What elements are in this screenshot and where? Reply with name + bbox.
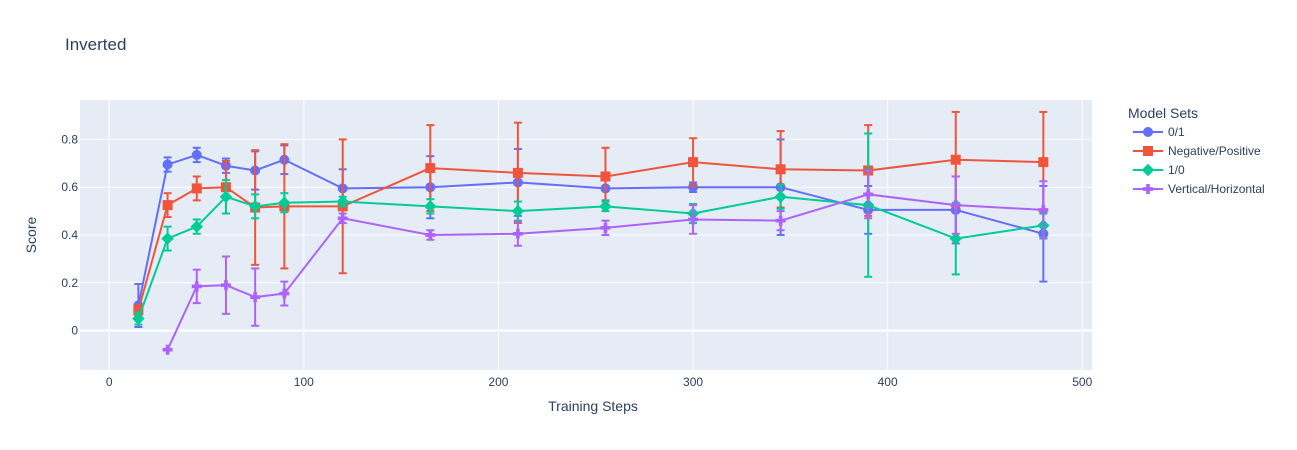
data-point (863, 189, 874, 200)
data-point (425, 230, 436, 240)
data-point (512, 167, 523, 178)
x-tick-label: 200 (488, 375, 508, 389)
y-axis-title: Score (23, 217, 39, 254)
legend-item[interactable]: Negative/Positive (1133, 144, 1261, 158)
series-line (166, 193, 1044, 351)
series-3 (162, 169, 1049, 355)
data-point (220, 280, 231, 291)
data-point (775, 164, 786, 175)
y-tick-label: 0 (71, 324, 78, 338)
data-point (950, 200, 961, 211)
y-axis-ticks: 0 0.2 0.4 0.6 0.8 (61, 132, 78, 337)
y-tick-label: 0.4 (61, 228, 78, 242)
x-tick-label: 500 (1072, 375, 1092, 389)
data-point (950, 154, 961, 165)
data-point (248, 200, 262, 213)
data-point (161, 232, 174, 245)
data-point (688, 182, 699, 193)
data-point (774, 190, 787, 203)
x-tick-label: 0 (106, 375, 113, 389)
legend-marker (1143, 146, 1153, 156)
x-tick-label: 300 (683, 375, 703, 389)
data-point (425, 163, 436, 174)
legend-item[interactable]: 1/0 (1133, 163, 1185, 177)
legend-title: Model Sets (1128, 105, 1198, 121)
data-point (599, 200, 612, 213)
data-point (949, 232, 962, 245)
legend-item[interactable]: 0/1 (1133, 125, 1185, 139)
data-point (190, 220, 203, 233)
data-point (162, 344, 173, 355)
x-axis-title: Training Steps (548, 398, 638, 414)
legend-label: 1/0 (1168, 163, 1185, 177)
data-point (250, 292, 261, 303)
data-point (162, 200, 173, 211)
data-point (133, 305, 144, 316)
x-tick-label: 100 (294, 375, 314, 389)
legend-item[interactable]: Vertical/Horizontal (1133, 182, 1265, 196)
legend-label: 0/1 (1168, 125, 1185, 139)
y-tick-label: 0.8 (61, 132, 78, 146)
legend-marker (1143, 127, 1153, 137)
legend-label: Negative/Positive (1168, 144, 1261, 158)
x-axis-ticks: 0 100 200 300 400 500 (106, 375, 1093, 389)
series-layer (132, 110, 1050, 355)
data-point (191, 149, 202, 160)
data-point (1038, 204, 1049, 215)
data-point (424, 200, 437, 213)
data-point (191, 183, 202, 194)
x-tick-label: 400 (878, 375, 898, 389)
data-point (1038, 157, 1049, 168)
data-point (600, 171, 611, 182)
data-point (337, 213, 348, 224)
legend-label: Vertical/Horizontal (1168, 182, 1265, 196)
data-point (191, 281, 202, 292)
data-point (132, 312, 145, 325)
data-point (279, 288, 290, 299)
data-point (278, 196, 291, 209)
y-tick-label: 0.6 (61, 180, 78, 194)
data-point (219, 190, 233, 203)
data-point (775, 215, 786, 226)
chart-title: Inverted (65, 35, 126, 54)
data-point (336, 195, 349, 208)
data-point (600, 222, 611, 233)
data-point (688, 157, 699, 168)
legend-marker (1141, 163, 1155, 177)
legend-marker (1143, 184, 1153, 194)
data-point (511, 204, 525, 218)
legend[interactable]: Model Sets 0/1 Negative/Positive 1/0 Vertic… (1128, 105, 1265, 196)
data-point (162, 159, 173, 170)
data-point (688, 214, 699, 225)
data-point (512, 228, 523, 239)
y-tick-label: 0.2 (61, 276, 78, 290)
